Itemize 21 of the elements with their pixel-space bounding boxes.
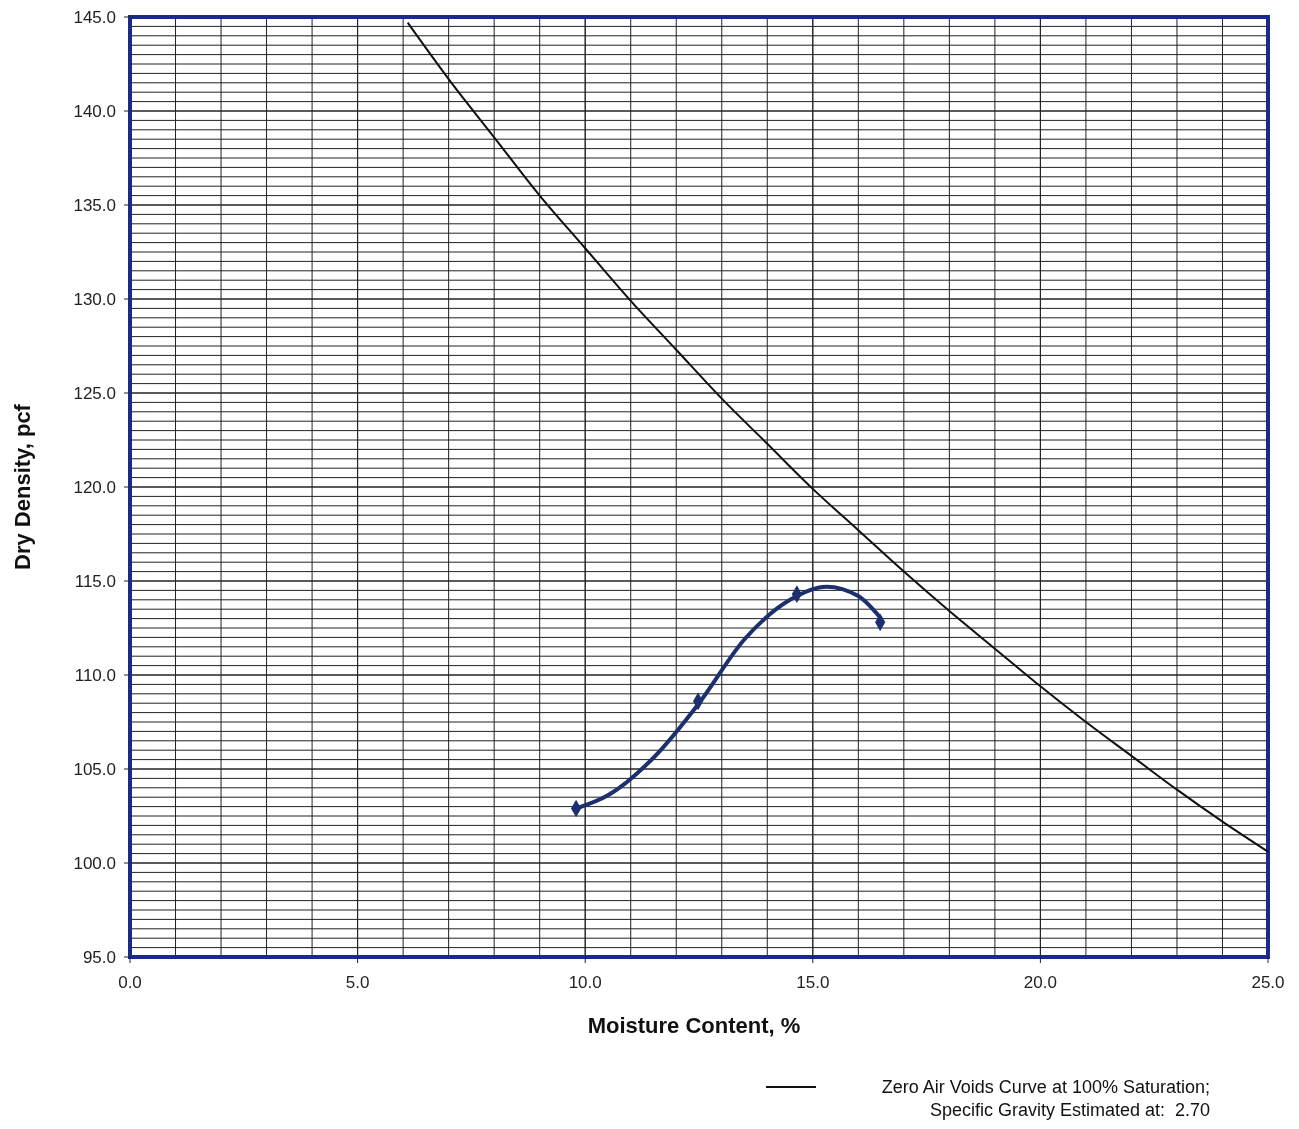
y-tick-label: 95.0 [82,948,116,967]
y-tick-label: 105.0 [73,760,116,779]
line-series [406,21,1269,853]
x-tick-label: 20.0 [1023,973,1057,992]
x-axis-title: Moisture Content, % [587,1013,801,1038]
y-tick-label: 110.0 [74,666,116,685]
y-tick-label: 125.0 [73,384,116,403]
x-tick-label: 0.0 [118,973,142,992]
y-axis-title: Dry Density, pcf [10,403,35,570]
y-tick-label: 115.0 [74,572,116,591]
y-tick-label: 140.0 [73,102,116,121]
x-tick-label: 5.0 [345,973,370,992]
text: Zero Air Voids Curve at 100% Saturation; Specific Gravity Estimated at: 2.70 [881,1077,1210,1120]
x-tick-label: 25.0 [1251,973,1285,992]
y-tick-label: 100.0 [73,854,116,873]
x-tick-label: 15.0 [796,973,830,992]
y-tick-label: 145.0 [73,8,116,27]
x-tick-label: 10.0 [568,973,602,992]
y-tick-label: 135.0 [73,196,116,215]
y-tick-label: 120.0 [73,478,116,497]
y-tick-label: 130.0 [73,290,116,309]
